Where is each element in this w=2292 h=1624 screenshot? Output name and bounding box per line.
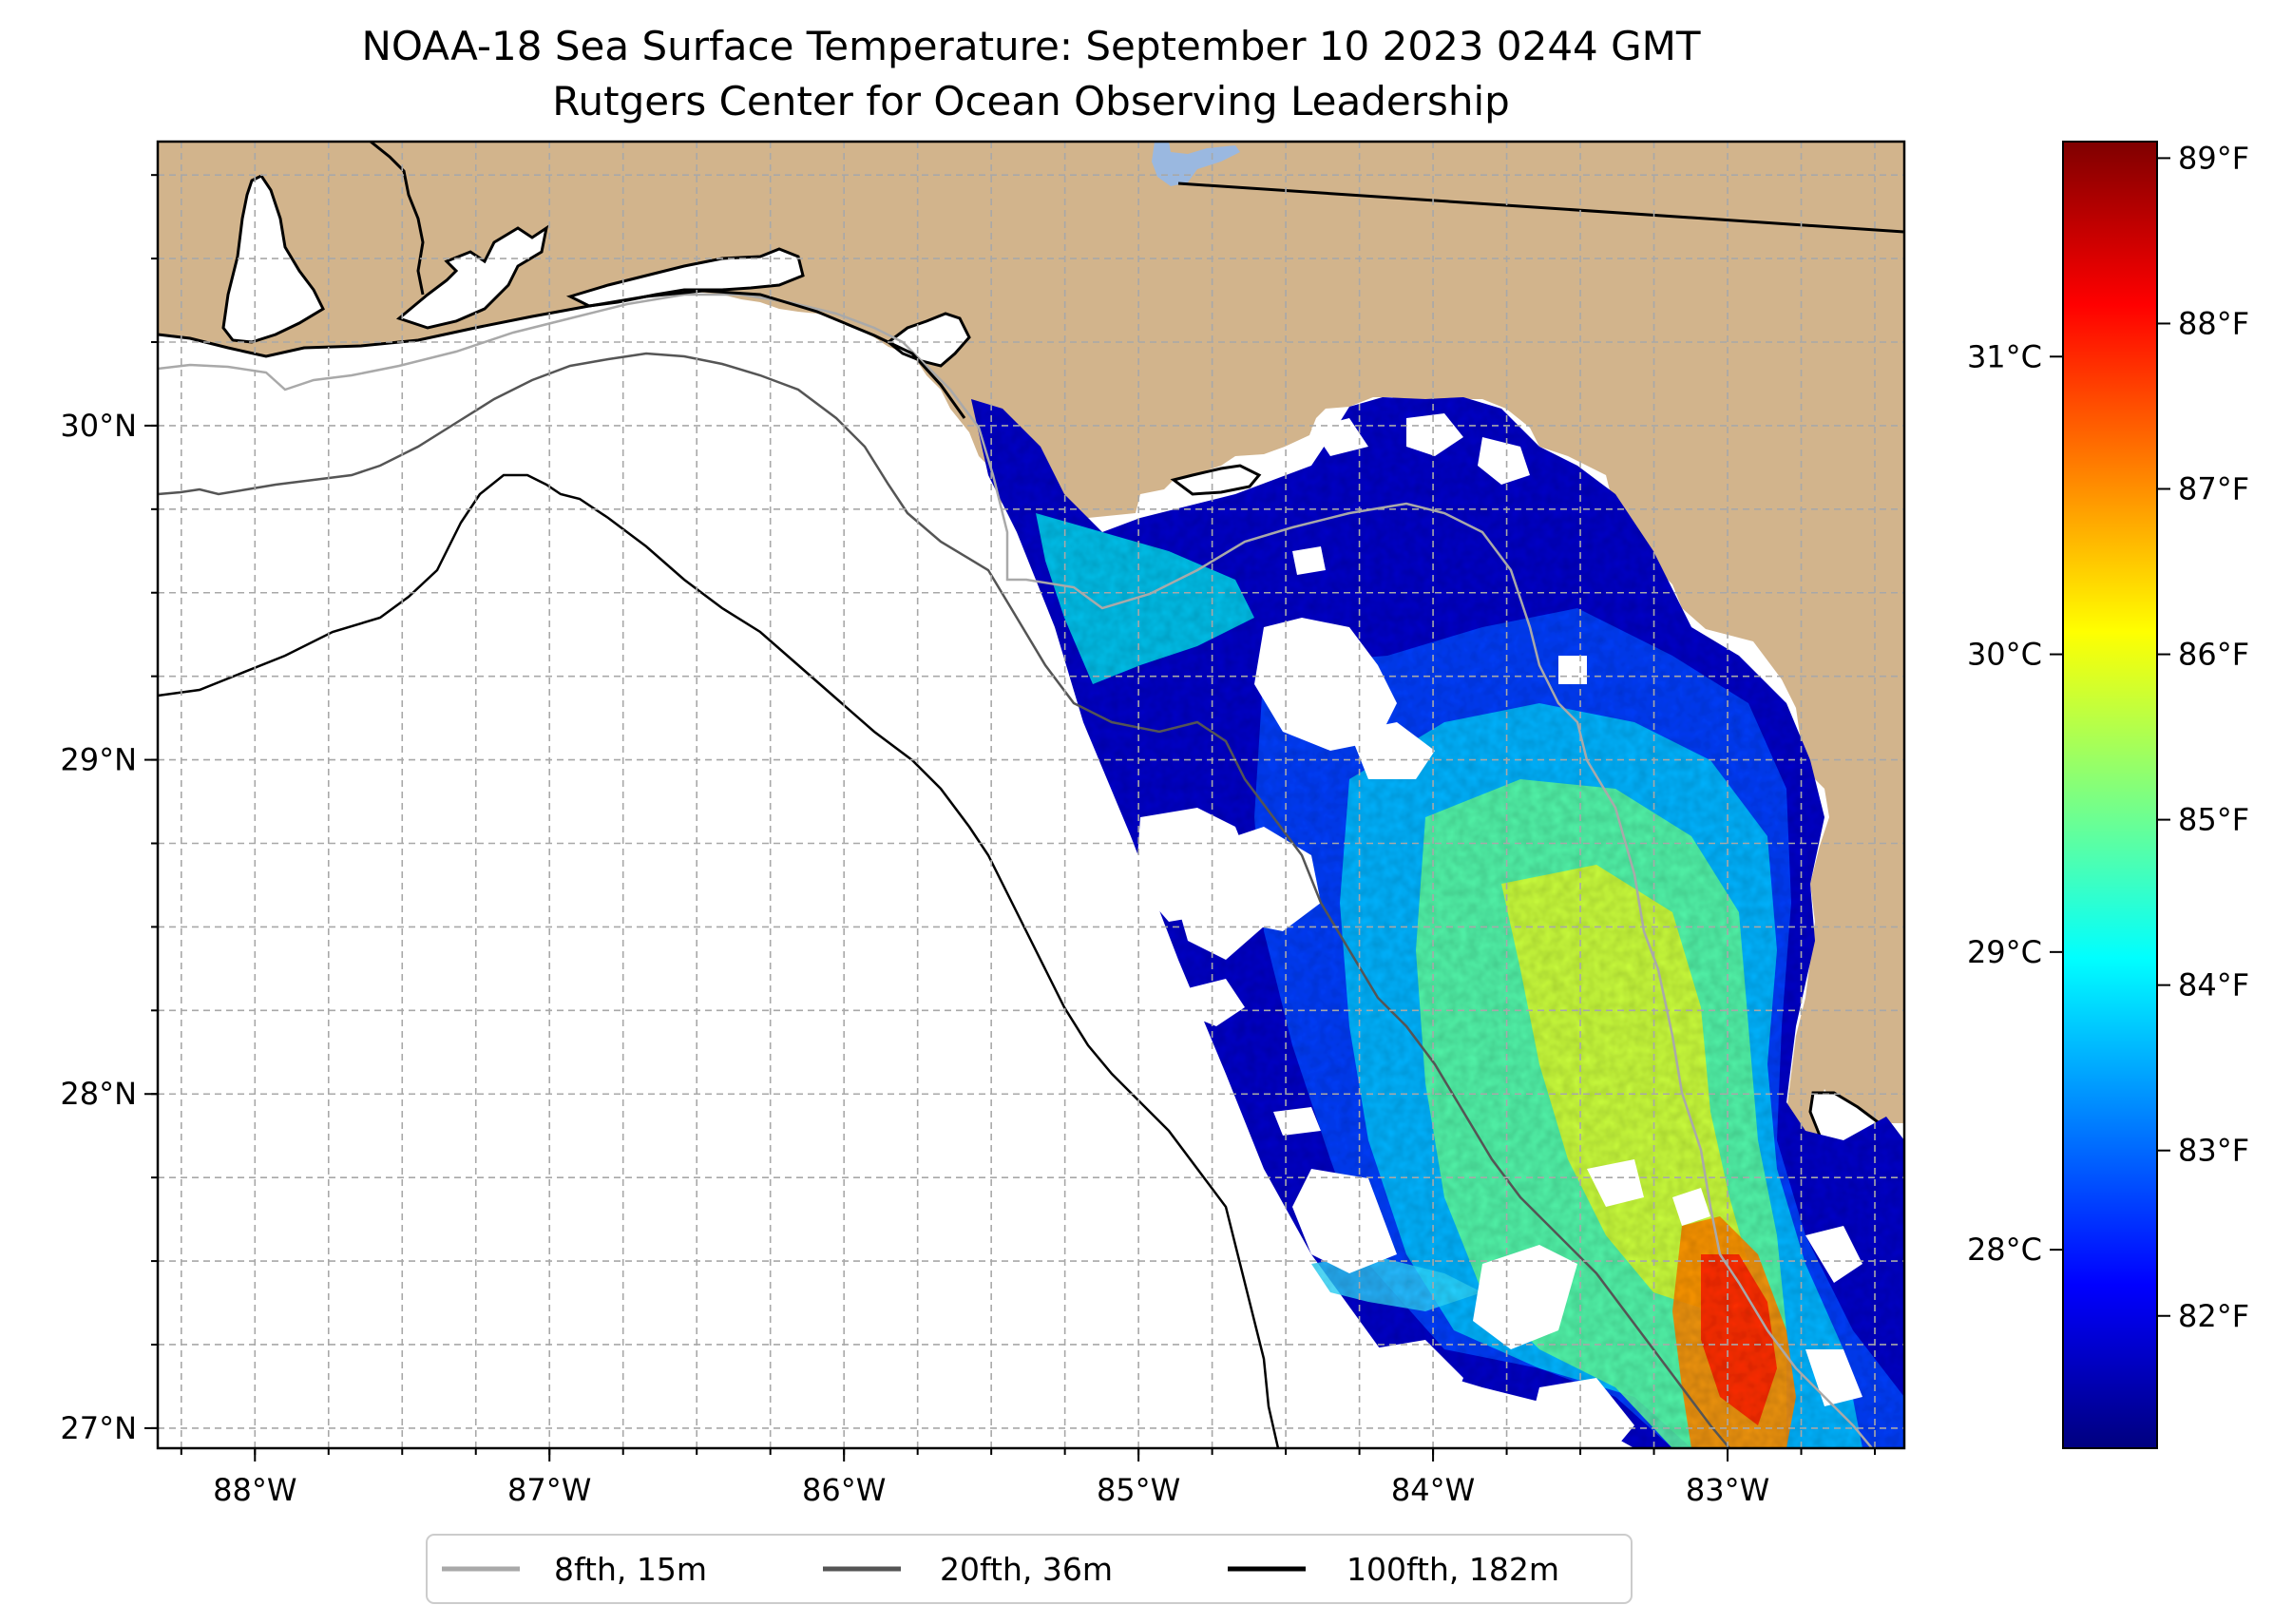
legend-label: 20fth, 36m (940, 1551, 1113, 1588)
map-title: NOAA-18 Sea Surface Temperature: Septemb… (361, 23, 1700, 69)
colorbar-f-label: 86°F (2178, 637, 2249, 673)
colorbar-celsius-axis: 28°C 29°C 30°C 31°C (1967, 338, 2063, 1268)
colorbar-fahrenheit-axis: 82°F 83°F 84°F 85°F 86°F 87°F 88°F 89°F (2157, 140, 2249, 1334)
land-mass (158, 142, 1904, 1448)
lon-tick-label: 83°W (1686, 1472, 1769, 1508)
lat-tick-label: 27°N (60, 1410, 137, 1446)
lon-tick-label: 86°W (802, 1472, 886, 1508)
bathymetry-legend: 8fth, 15m 20fth, 36m 100fth, 182m (426, 1534, 1633, 1604)
contour-8fth (158, 293, 1873, 1448)
colorbar-c-label: 30°C (1967, 637, 2042, 673)
legend-label: 8fth, 15m (554, 1551, 707, 1588)
colorbar-f-label: 85°F (2178, 802, 2249, 838)
colorbar-f-label: 87°F (2178, 471, 2249, 507)
contour-20fth (158, 352, 1730, 1448)
lat-axis: 30°N 29°N 28°N 27°N (60, 174, 158, 1446)
colorbar-f-label: 84°F (2178, 967, 2249, 1003)
state-border (1177, 182, 1904, 234)
map-subtitle: Rutgers Center for Ocean Observing Leade… (552, 78, 1510, 124)
colorbar-ramp (2062, 141, 2158, 1449)
graticule (158, 142, 1904, 1448)
colorbar-c-label: 28°C (1967, 1232, 2042, 1268)
legend-label: 100fth, 182m (1347, 1551, 1559, 1588)
cloud-mask (1136, 413, 1862, 1448)
colorbar-f-label: 83°F (2178, 1133, 2249, 1169)
colorbar-f-label: 88°F (2178, 305, 2249, 341)
lat-tick-label: 28°N (60, 1076, 137, 1112)
legend-box (426, 1534, 1633, 1604)
map-frame (156, 140, 1906, 1450)
colorbar: 82°F 83°F 84°F 85°F 86°F 87°F 88°F 89°F 28°C 29°… (1967, 140, 2249, 1449)
lat-tick-label: 30°N (60, 408, 137, 444)
sst-red (1701, 1254, 1777, 1425)
border-al-fl (370, 142, 425, 296)
colorbar-f-label: 82°F (2178, 1298, 2249, 1334)
pensacola-bay (395, 224, 549, 330)
colorbar-f-label: 89°F (2178, 140, 2249, 176)
contour-100fth (158, 473, 1280, 1448)
coastline-panhandle (158, 289, 966, 419)
lon-tick-label: 84°W (1391, 1472, 1475, 1508)
lon-tick-label: 85°W (1097, 1472, 1180, 1508)
colorbar-c-label: 31°C (1967, 338, 2042, 374)
lon-axis: 88°W 87°W 86°W 85°W 84°W 83°W (180, 1448, 1877, 1508)
lon-tick-label: 88°W (213, 1472, 296, 1508)
sst-west-cyan (1036, 513, 1254, 684)
colorbar-c-label: 29°C (1967, 934, 2042, 970)
map-panel (158, 142, 1904, 1448)
apalachicola-bay (1170, 464, 1262, 496)
lon-tick-label: 87°W (507, 1472, 591, 1508)
lat-tick-label: 29°N (60, 742, 137, 778)
